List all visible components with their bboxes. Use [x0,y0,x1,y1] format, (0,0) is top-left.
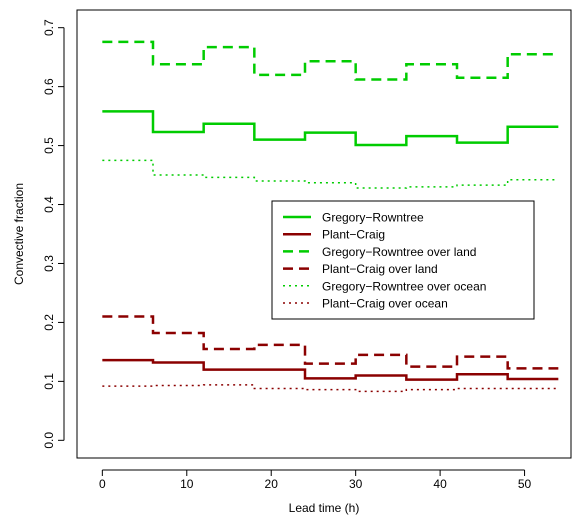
series-line-1 [102,110,559,147]
x-tick-label: 40 [433,477,447,491]
legend-label-5: Gregory−Rowntree over ocean [322,279,486,293]
legend-label-3: Gregory−Rowntree over land [322,245,476,259]
series-line-5 [102,159,559,189]
x-axis-title: Lead time (h) [289,501,360,515]
y-tick-label: 0.1 [42,373,56,390]
x-tick-label: 20 [265,477,279,491]
legend-box [271,200,535,320]
y-tick-label: 0.7 [42,19,56,36]
legend-label-2: Plant−Craig [322,228,385,242]
series-line-4 [102,315,559,370]
y-tick-label: 0.0 [42,432,56,449]
series-layer [102,40,559,393]
y-tick-label: 0.2 [42,314,56,331]
series-line-6 [102,384,559,393]
legend-label-1: Gregory−Rowntree [322,211,424,225]
axes-layer: 0 10 20 30 40 50 0.0 0.1 0.2 0.3 0.4 0.5 0.6 0.7 [42,19,532,491]
series-line-2 [102,358,559,381]
series-line-3 [102,40,559,81]
y-axis-title: Convective fraction [12,183,26,285]
y-tick-label: 0.4 [42,196,56,213]
x-tick-label: 30 [349,477,363,491]
x-tick-label: 50 [518,477,532,491]
legend-items: Gregory−Rowntree Plant−Craig Gregory−Rownt… [283,211,486,311]
y-tick-label: 0.6 [42,78,56,95]
legend-label-4: Plant−Craig over land [322,262,438,276]
x-tick-label: 10 [180,477,194,491]
legend-label-6: Plant−Craig over ocean [322,297,448,311]
x-tick-label: 0 [99,477,106,491]
y-tick-label: 0.3 [42,255,56,272]
y-tick-label: 0.5 [42,137,56,154]
plot-frame [76,9,572,459]
legend: Gregory−Rowntree Plant−Craig Gregory−Rownt… [271,200,535,320]
